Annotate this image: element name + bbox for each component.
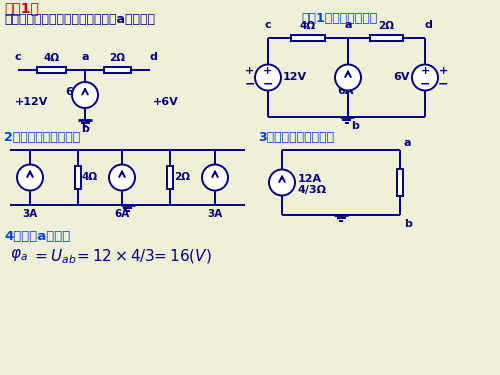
Text: a: a bbox=[81, 52, 89, 62]
Text: 3、将电流源并联等效: 3、将电流源并联等效 bbox=[258, 131, 334, 144]
Text: 6A: 6A bbox=[114, 209, 130, 219]
Circle shape bbox=[72, 82, 98, 108]
Text: 6A: 6A bbox=[338, 86, 354, 96]
Bar bbox=[104, 67, 131, 73]
Text: +: + bbox=[438, 66, 448, 75]
Text: 12V: 12V bbox=[283, 72, 307, 82]
Text: 4Ω: 4Ω bbox=[44, 53, 60, 63]
Circle shape bbox=[202, 165, 228, 190]
Text: +: + bbox=[246, 66, 254, 75]
Text: 4/3Ω: 4/3Ω bbox=[298, 186, 327, 195]
Text: 12A: 12A bbox=[298, 174, 322, 183]
Text: $=U_{ab}$: $=U_{ab}$ bbox=[32, 247, 76, 266]
Circle shape bbox=[269, 170, 295, 195]
Text: 4Ω: 4Ω bbox=[300, 21, 316, 31]
Text: +: + bbox=[420, 66, 430, 76]
Text: 2Ω: 2Ω bbox=[110, 53, 126, 63]
Text: 2Ω: 2Ω bbox=[174, 172, 190, 183]
Text: d: d bbox=[424, 20, 432, 30]
Text: d: d bbox=[149, 52, 157, 62]
Text: −: − bbox=[245, 78, 256, 91]
Circle shape bbox=[17, 165, 43, 190]
Bar bbox=[38, 67, 66, 73]
Bar bbox=[291, 35, 325, 41]
Text: $=12\times4/3$: $=12\times4/3$ bbox=[68, 247, 156, 264]
Text: +: + bbox=[264, 66, 272, 76]
Bar bbox=[167, 166, 173, 189]
Text: −: − bbox=[263, 78, 273, 91]
Text: 6V: 6V bbox=[394, 72, 410, 82]
Bar bbox=[370, 35, 402, 41]
Text: a: a bbox=[344, 20, 352, 30]
Text: b: b bbox=[351, 121, 359, 131]
Text: c: c bbox=[14, 52, 21, 62]
Text: 3A: 3A bbox=[22, 209, 38, 219]
Text: b: b bbox=[404, 219, 412, 229]
Circle shape bbox=[335, 64, 361, 90]
Text: 6A: 6A bbox=[66, 87, 82, 97]
Text: −: − bbox=[438, 78, 448, 91]
Bar bbox=[75, 166, 81, 189]
Text: 2Ω: 2Ω bbox=[378, 21, 394, 31]
Text: 4Ω: 4Ω bbox=[82, 172, 98, 183]
Text: +12V: +12V bbox=[15, 97, 48, 107]
Text: $=16(V)$: $=16(V)$ bbox=[140, 247, 212, 265]
Text: 练习1：: 练习1： bbox=[4, 1, 39, 15]
Circle shape bbox=[412, 64, 438, 90]
Circle shape bbox=[255, 64, 281, 90]
Text: 3A: 3A bbox=[208, 209, 222, 219]
Bar bbox=[397, 169, 403, 196]
Text: c: c bbox=[264, 20, 272, 30]
Text: 4、计算a点电位: 4、计算a点电位 bbox=[4, 230, 70, 243]
Text: 解：1、画出完整电路: 解：1、画出完整电路 bbox=[302, 12, 378, 25]
Text: 电路如图，试用电源等效变换法求a点电位。: 电路如图，试用电源等效变换法求a点电位。 bbox=[4, 13, 155, 26]
Text: 2、将电压源变电流源: 2、将电压源变电流源 bbox=[4, 131, 80, 144]
Text: $\varphi_a$: $\varphi_a$ bbox=[10, 247, 28, 263]
Text: a: a bbox=[404, 138, 411, 148]
Text: b: b bbox=[81, 124, 89, 134]
Text: −: − bbox=[420, 78, 430, 91]
Text: +6V: +6V bbox=[153, 97, 179, 107]
Circle shape bbox=[109, 165, 135, 190]
